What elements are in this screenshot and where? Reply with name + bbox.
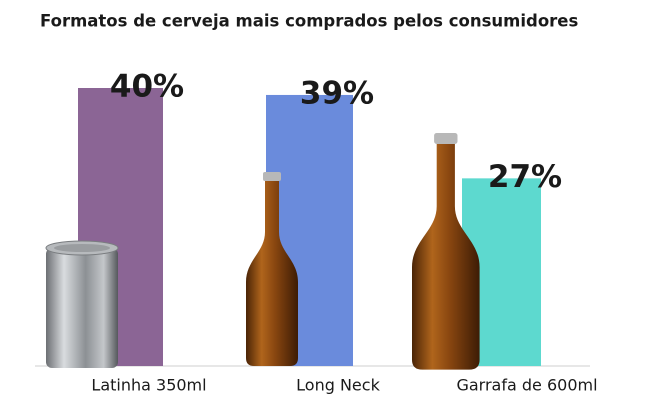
illustrations: [45, 133, 480, 370]
value-label: 27%: [488, 159, 562, 195]
can-image: [45, 240, 119, 368]
x-tick-label: Garrafa de 600ml: [456, 376, 597, 395]
value-label: 39%: [300, 75, 374, 111]
bottle-image: [246, 172, 298, 366]
x-tick-label: Latinha 350ml: [91, 376, 206, 395]
chart-title: Formatos de cerveja mais comprados pelos…: [40, 12, 578, 31]
value-label: 40%: [110, 69, 184, 105]
bottle-image: [412, 133, 480, 370]
x-tick-label: Long Neck: [296, 376, 380, 395]
